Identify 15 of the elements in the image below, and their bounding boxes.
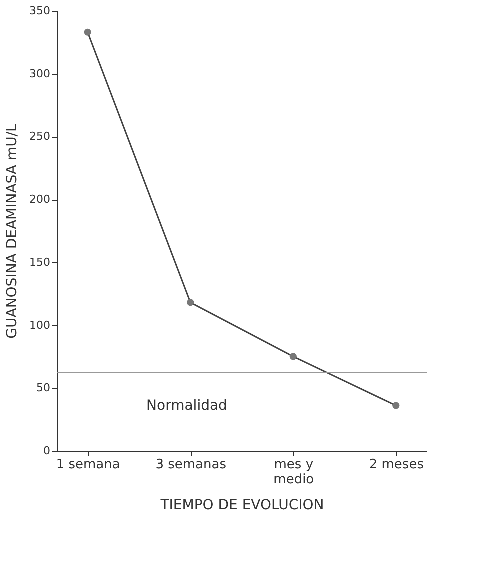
annotation: Normalidad [146, 398, 228, 414]
y-tick-label: 350 [30, 4, 50, 18]
y-tick-label: 150 [30, 256, 50, 269]
y-tick-label: 200 [30, 193, 50, 206]
x-tick-label: mes y medio [274, 458, 314, 488]
x-tick-label: 1 semana [56, 458, 120, 472]
y-tick-label: 300 [30, 67, 50, 80]
y-tick-label: 0 [44, 444, 50, 458]
x-axis-title: TIEMPO DE EVOLUCION [160, 498, 324, 514]
y-tick-label: 100 [30, 318, 50, 332]
x-tick-label: 2 meses [369, 458, 424, 472]
y-tick-label: 50 [36, 382, 50, 395]
x-tick-label: 3 semanas [156, 458, 227, 472]
y-axis-title: GUANOSINA DEAMINASA mU/L [4, 124, 21, 339]
y-tick-label: 250 [30, 130, 50, 144]
